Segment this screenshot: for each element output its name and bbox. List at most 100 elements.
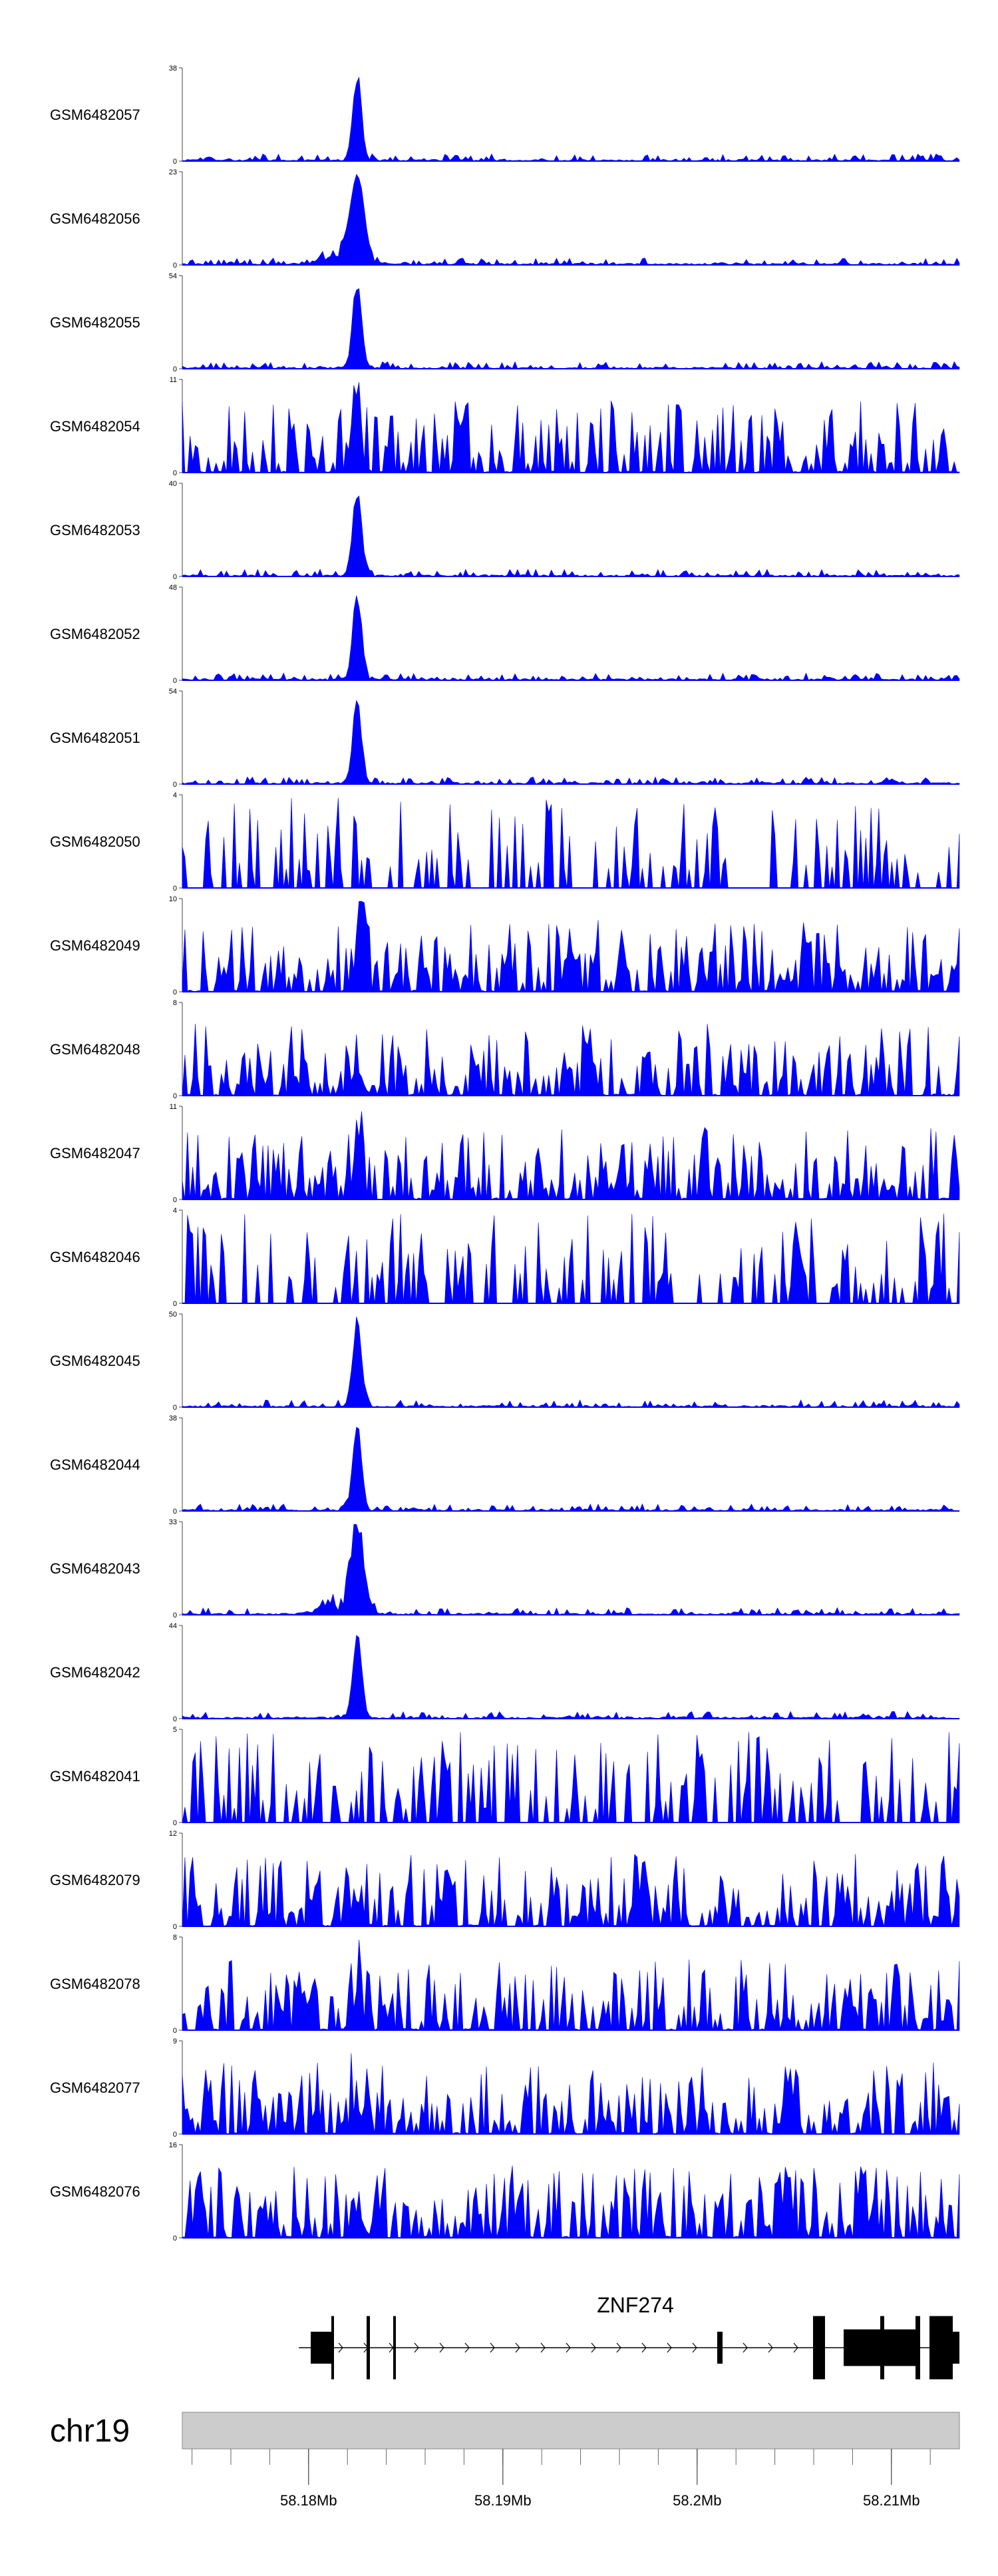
- track-GSM6482056: GSM6482056 23 0: [50, 168, 960, 270]
- y-axis-min-label: 0: [173, 365, 177, 373]
- y-axis-min-label: 0: [173, 573, 177, 581]
- track-GSM6482054: GSM6482054 11 0: [50, 376, 960, 477]
- gene-exon: [393, 2316, 396, 2380]
- track-GSM6482057: GSM6482057 38 0: [50, 65, 960, 166]
- strand-arrow: [389, 2342, 394, 2353]
- y-axis-min-label: 0: [173, 262, 177, 270]
- track-label: GSM6482041: [50, 1768, 140, 1785]
- y-axis-max-label: 10: [169, 895, 177, 903]
- y-axis-max-label: 54: [169, 688, 177, 696]
- y-axis-max-label: 33: [169, 1518, 177, 1526]
- signal-area: [182, 1635, 960, 1719]
- signal-area: [182, 288, 960, 369]
- track-y-axis: 38 0: [169, 1414, 183, 1516]
- track-GSM6482047: GSM6482047 11 0: [50, 1103, 960, 1204]
- signal-area: [182, 901, 960, 992]
- gene-exon: [717, 2332, 723, 2364]
- axis-tick-label: 58.18Mb: [280, 2492, 337, 2509]
- track-label: GSM6482043: [50, 1560, 140, 1577]
- y-axis-min-label: 0: [173, 2027, 177, 2035]
- track-y-axis: 23 0: [169, 168, 183, 270]
- y-axis-min-label: 0: [173, 1508, 177, 1516]
- chromosome-ideogram: chr19 58.18Mb 58.19Mb 58.2Mb 58.21Mb: [50, 2412, 960, 2509]
- track-y-axis: 12 0: [169, 1830, 183, 1931]
- y-axis-min-label: 0: [173, 1819, 177, 1827]
- track-label: GSM6482048: [50, 1041, 140, 1058]
- track-y-axis: 50 0: [169, 1311, 183, 1412]
- strand-arrow: [439, 2342, 444, 2353]
- y-axis-max-label: 44: [169, 1622, 177, 1630]
- track-label: GSM6482078: [50, 1976, 140, 1992]
- y-axis-min-label: 0: [173, 2131, 177, 2139]
- track-label: GSM6482052: [50, 626, 140, 642]
- track-label: GSM6482076: [50, 2183, 140, 2200]
- signal-tracks: GSM6482057380GSM6482056230GSM6482055540G…: [50, 65, 960, 2243]
- gene-exon: [915, 2316, 920, 2380]
- y-axis-min-label: 0: [173, 1092, 177, 1100]
- chromosome-label: chr19: [50, 2414, 130, 2449]
- y-axis-min-label: 0: [173, 1404, 177, 1412]
- signal-area: [182, 1213, 960, 1304]
- track-GSM6482055: GSM6482055 54 0: [50, 272, 960, 373]
- signal-area: [182, 797, 960, 889]
- track-y-axis: 50: [173, 1726, 183, 1827]
- y-axis-min-label: 0: [173, 988, 177, 996]
- gene-exon: [813, 2316, 825, 2380]
- y-axis-max-label: 11: [170, 1103, 177, 1111]
- track-y-axis: 38 0: [169, 65, 183, 166]
- track-label: GSM6482054: [50, 418, 140, 435]
- track-label: GSM6482057: [50, 107, 140, 123]
- chromosome-band: [182, 2412, 960, 2450]
- strand-arrow: [667, 2342, 672, 2353]
- track-GSM6482050: GSM6482050 4 0: [50, 791, 960, 893]
- signal-area: [182, 2165, 960, 2239]
- signal-area: [182, 1939, 960, 2031]
- y-axis-min-label: 0: [173, 1196, 177, 1204]
- track-label: GSM6482044: [50, 1456, 140, 1473]
- strand-arrow: [793, 2342, 798, 2353]
- y-axis-max-label: 54: [169, 272, 177, 280]
- track-label: GSM6482042: [50, 1664, 140, 1681]
- genome-axis: 58.18Mb 58.19Mb 58.2Mb 58.21Mb: [192, 2449, 931, 2509]
- track-GSM6482051: GSM6482051 54 0: [50, 688, 960, 789]
- track-GSM6482042: GSM6482042 44 0: [50, 1622, 960, 1723]
- track-GSM6482049: GSM6482049 10 0: [50, 895, 960, 996]
- signal-area: [182, 1111, 960, 1200]
- signal-area: [182, 1524, 960, 1615]
- y-axis-min-label: 0: [173, 885, 177, 893]
- y-axis-max-label: 48: [169, 584, 177, 592]
- track-y-axis: 80: [173, 999, 183, 1100]
- y-axis-min-label: 0: [173, 677, 177, 685]
- strand-arrow: [490, 2342, 495, 2353]
- gene-exon: [311, 2332, 333, 2364]
- track-GSM6482076: GSM6482076 16 0: [50, 2141, 960, 2243]
- y-axis-max-label: 23: [169, 168, 177, 176]
- strand-arrow: [338, 2342, 343, 2353]
- track-label: GSM6482051: [50, 730, 140, 746]
- strand-arrow: [641, 2342, 647, 2353]
- track-label: GSM6482079: [50, 1872, 140, 1888]
- strand-arrow: [515, 2342, 520, 2353]
- strand-arrow: [768, 2342, 773, 2353]
- gene-exon: [950, 2332, 959, 2364]
- y-axis-max-label: 4: [173, 791, 177, 799]
- gene-track: ZNF274: [299, 2293, 959, 2380]
- y-axis-max-label: 9: [173, 2038, 177, 2045]
- strand-arrow: [616, 2342, 621, 2353]
- y-axis-max-label: 4: [173, 1207, 177, 1215]
- track-label: GSM6482050: [50, 833, 140, 850]
- track-y-axis: 40 0: [169, 480, 183, 581]
- strand-arrow: [743, 2342, 748, 2353]
- signal-area: [182, 2053, 960, 2135]
- strand-arrow: [464, 2342, 470, 2353]
- signal-area: [182, 1316, 960, 1408]
- track-GSM6482045: GSM6482045 50 0: [50, 1311, 960, 1412]
- y-axis-min-label: 0: [173, 1611, 177, 1619]
- track-GSM6482053: GSM6482053 40 0: [50, 480, 960, 581]
- signal-area: [182, 1854, 960, 1927]
- track-GSM6482044: GSM6482044 38 0: [50, 1414, 960, 1516]
- track-y-axis: 10 0: [169, 895, 183, 996]
- signal-area: [182, 77, 960, 162]
